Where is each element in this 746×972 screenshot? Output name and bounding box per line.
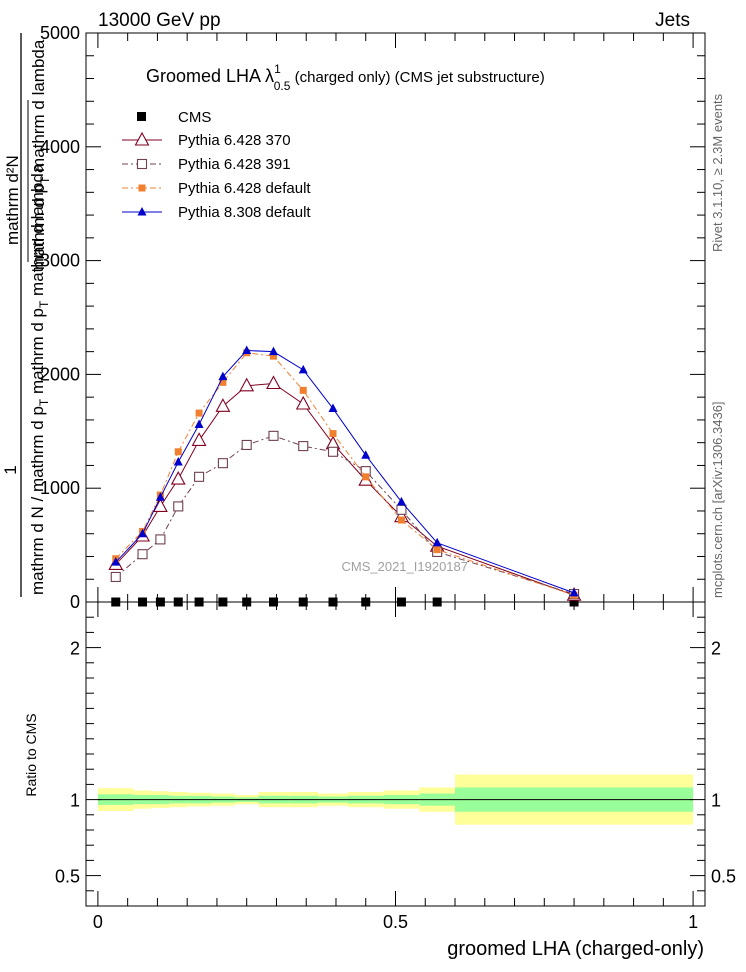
series-marker [396, 496, 406, 506]
series-marker [241, 439, 252, 451]
series-marker [361, 450, 371, 459]
y-tick-label: 0 [70, 592, 80, 612]
series-marker [219, 378, 227, 386]
series-marker [173, 501, 184, 512]
series-marker [432, 537, 442, 547]
series-marker [269, 352, 277, 360]
main-plot: 0 1000 2000 3000 4000 5000 Groomed LHA λ1 0.5 … [40, 23, 706, 612]
series-marker [215, 398, 231, 412]
series-marker [194, 419, 204, 428]
y-tick-label: 2000 [40, 364, 80, 384]
ylabel-numerator: mathrm d²N [3, 155, 22, 245]
x-tick-label: 0 [93, 912, 103, 932]
legend-series-label: Pythia 8.308 default [178, 204, 311, 221]
series-line [115, 382, 575, 596]
series-marker [397, 516, 405, 524]
series-group [110, 430, 580, 600]
series-marker [195, 409, 203, 417]
series-marker [174, 448, 182, 456]
y-tick-label: 3000 [40, 251, 80, 271]
mcplots-label: mcplots.cern.ch [arXiv:1306.3436] [710, 401, 725, 598]
header-process: 13000 GeV pp [98, 10, 221, 31]
header-jets: Jets [655, 10, 690, 31]
legend-series-label: Pythia 6.428 391 [178, 156, 291, 173]
series-marker [111, 557, 121, 566]
series-marker [328, 403, 338, 413]
series-marker [136, 158, 148, 170]
legend-cms-label: CMS [178, 109, 211, 126]
series-marker [137, 549, 148, 560]
series-marker [218, 371, 228, 381]
series-marker [239, 377, 255, 392]
ratio-tick-label-right: 2 [711, 639, 721, 659]
x-tick-label: 0.5 [383, 912, 408, 932]
ratio-tick-label: 0.5 [55, 867, 80, 887]
series-marker [138, 528, 148, 538]
legend-series-label: Pythia 6.428 default [178, 180, 311, 197]
y-tick-label: 5000 [40, 23, 80, 43]
series-marker [191, 432, 207, 446]
ratio-plot: 0.5 0.51 12 2 0 0.5 1 [55, 601, 736, 932]
series-line [115, 352, 575, 596]
series-marker [298, 441, 309, 452]
main-axis-ticks [86, 32, 705, 603]
series-marker [268, 346, 278, 356]
series-marker [134, 131, 150, 146]
series-marker [299, 386, 307, 394]
legend-series-label: Pythia 6.428 370 [178, 132, 291, 149]
series-marker [298, 364, 308, 374]
series-marker [138, 184, 146, 192]
ratio-y-tick-labels: 0.5 0.5 1 1 2 2 [55, 639, 736, 887]
main-y-tick-labels: 0 1000 2000 3000 4000 5000 [40, 23, 80, 612]
ratio-tick-label: 2 [70, 639, 80, 659]
chart-title-sub: 0.5 [274, 79, 291, 93]
series-marker [242, 345, 252, 355]
chart-title-sup: 1 [274, 62, 281, 76]
series-marker [110, 571, 121, 583]
ylabel-mid-den: mathrm d pT mathrm d lambda [29, 39, 52, 270]
series-marker [433, 546, 441, 554]
series-marker [268, 430, 279, 441]
ratio-axis-ticks [86, 602, 705, 906]
chart-title: Groomed LHA λ1 0.5 (charged only) (CMS je… [146, 62, 545, 93]
main-y-axis-label: 1 mathrm d²N mathrm d pT mathrm d lambda… [1, 33, 52, 597]
series-marker [362, 473, 370, 481]
chart-title-main: Groomed LHA λ [146, 66, 274, 86]
ratio-tick-label-right: 1 [711, 791, 721, 811]
ylabel-frac-one: 1 [1, 465, 20, 474]
chart-title-rest: (charged only) (CMS jet substructure) [290, 69, 544, 86]
series-marker [217, 458, 228, 469]
rivet-version-label: Rivet 3.1.10, ≥ 2.3M events [710, 93, 725, 252]
series-marker [152, 498, 168, 512]
series-marker [137, 207, 147, 216]
x-tick-label: 1 [688, 912, 698, 932]
y-tick-label: 1000 [40, 478, 80, 498]
series-marker [173, 457, 183, 466]
y-tick-label: 4000 [40, 137, 80, 157]
legend-cms-marker [137, 112, 146, 121]
series-marker [155, 534, 166, 545]
ratio-tick-label: 1 [70, 791, 80, 811]
ylabel-denominator: mathrm d N / mathrm d pT mathrm d pT mat… [28, 163, 51, 595]
x-tick-labels: 0 0.5 1 [93, 912, 698, 932]
analysis-watermark: CMS_2021_I1920187 [342, 559, 469, 574]
legend: CMS Pythia 6.428 370 Pythia 6.428 391 Pyth… [122, 109, 311, 221]
series-group [111, 345, 579, 597]
ratio-plot-frame [85, 601, 706, 907]
ratio-tick-label-right: 0.5 [711, 867, 736, 887]
series-marker [295, 395, 311, 410]
series-marker [194, 471, 205, 482]
series-marker [327, 446, 339, 457]
mc-series-lines [108, 345, 582, 601]
series-line [115, 349, 575, 594]
x-axis-label: groomed LHA (charged-only) [447, 938, 704, 960]
series-marker [396, 504, 407, 515]
ratio-y-axis-label: Ratio to CMS [23, 713, 39, 796]
series-marker [569, 587, 579, 597]
series-marker [329, 430, 337, 438]
series-marker [266, 375, 281, 390]
series-marker [155, 492, 165, 501]
series-marker [170, 470, 186, 485]
